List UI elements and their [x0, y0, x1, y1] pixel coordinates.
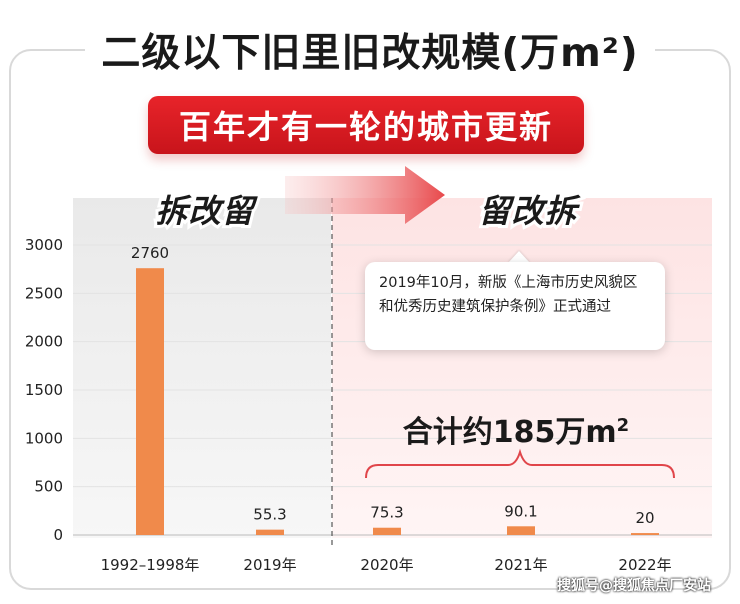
total-text: 合计约185万m	[402, 415, 617, 450]
value-labels: 2760 55.3 75.3 90.1 20	[131, 244, 655, 527]
bar-value-label: 55.3	[253, 506, 286, 524]
bar	[507, 526, 535, 535]
bar	[136, 268, 164, 535]
phase-label-before: 拆改留	[155, 192, 258, 230]
category-labels: 1992–1998年 2019年 2020年 2021年 2022年	[101, 556, 672, 574]
y-tick-label: 3000	[25, 236, 63, 254]
watermark: 搜狐号@搜狐焦点厂安站	[557, 578, 711, 594]
chart-title: 二级以下旧里旧改规模(万m²)	[85, 22, 655, 78]
bars	[136, 268, 659, 535]
before-period-background	[73, 198, 331, 538]
total-annotation: 合计约185万m2	[366, 407, 666, 451]
y-axis-ticks: 0 500 1000 1500 2000 2500 3000	[25, 236, 63, 544]
policy-callout: 2019年10月，新版《上海市历史风貌区和优秀历史建筑保护条例》正式通过	[365, 262, 665, 350]
y-tick-label: 2000	[25, 333, 63, 351]
x-category-label: 2022年	[618, 556, 671, 574]
subtitle-banner: 百年才有一轮的城市更新	[148, 96, 584, 154]
bar	[631, 533, 659, 535]
x-category-label: 1992–1998年	[101, 556, 200, 574]
x-category-label: 2021年	[494, 556, 547, 574]
subtitle: 百年才有一轮的城市更新	[178, 108, 553, 146]
bar-value-label: 2760	[131, 244, 169, 262]
bar	[256, 529, 284, 535]
bar-value-label: 75.3	[370, 504, 403, 522]
y-tick-label: 0	[53, 526, 63, 544]
bar-value-label: 90.1	[504, 502, 537, 520]
bar	[373, 527, 401, 535]
total-brace	[365, 448, 675, 479]
transition-arrow-icon	[285, 166, 445, 224]
x-category-label: 2020年	[360, 556, 413, 574]
bar-value-label: 20	[635, 509, 654, 527]
x-category-label: 2019年	[243, 556, 296, 574]
y-tick-label: 500	[34, 478, 63, 496]
y-tick-label: 1500	[25, 381, 63, 399]
y-tick-label: 1000	[25, 429, 63, 447]
total-superscript: 2	[616, 415, 630, 436]
phase-label-after: 留改拆	[478, 192, 581, 230]
y-tick-label: 2500	[25, 284, 63, 302]
callout-pointer	[508, 251, 530, 263]
